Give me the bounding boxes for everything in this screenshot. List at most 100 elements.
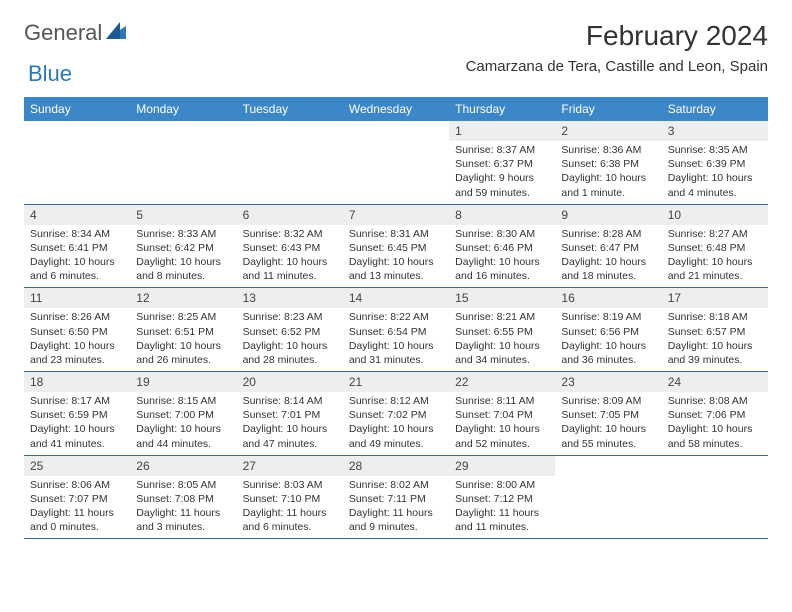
day-number: 11 <box>24 288 130 308</box>
day-body: Sunrise: 8:05 AMSunset: 7:08 PMDaylight:… <box>130 476 236 539</box>
day-number: 12 <box>130 288 236 308</box>
day-number: 18 <box>24 372 130 392</box>
month-title: February 2024 <box>466 20 768 52</box>
day-header: Thursday <box>449 97 555 121</box>
day-body: Sunrise: 8:36 AMSunset: 6:38 PMDaylight:… <box>555 141 661 204</box>
day-cell: 21Sunrise: 8:12 AMSunset: 7:02 PMDayligh… <box>343 372 449 455</box>
day-cell: 11Sunrise: 8:26 AMSunset: 6:50 PMDayligh… <box>24 288 130 371</box>
logo-text-blue: Blue <box>28 61 72 87</box>
calendar: SundayMondayTuesdayWednesdayThursdayFrid… <box>24 97 768 539</box>
day-body: Sunrise: 8:33 AMSunset: 6:42 PMDaylight:… <box>130 225 236 288</box>
week-row: 11Sunrise: 8:26 AMSunset: 6:50 PMDayligh… <box>24 288 768 372</box>
day-body: Sunrise: 8:27 AMSunset: 6:48 PMDaylight:… <box>662 225 768 288</box>
day-cell: 23Sunrise: 8:09 AMSunset: 7:05 PMDayligh… <box>555 372 661 455</box>
day-body: Sunrise: 8:00 AMSunset: 7:12 PMDaylight:… <box>449 476 555 539</box>
day-cell: 16Sunrise: 8:19 AMSunset: 6:56 PMDayligh… <box>555 288 661 371</box>
day-body: Sunrise: 8:02 AMSunset: 7:11 PMDaylight:… <box>343 476 449 539</box>
day-cell: 17Sunrise: 8:18 AMSunset: 6:57 PMDayligh… <box>662 288 768 371</box>
day-body: Sunrise: 8:22 AMSunset: 6:54 PMDaylight:… <box>343 308 449 371</box>
day-body: Sunrise: 8:08 AMSunset: 7:06 PMDaylight:… <box>662 392 768 455</box>
day-body: Sunrise: 8:35 AMSunset: 6:39 PMDaylight:… <box>662 141 768 204</box>
day-cell: 3Sunrise: 8:35 AMSunset: 6:39 PMDaylight… <box>662 121 768 204</box>
day-body: Sunrise: 8:25 AMSunset: 6:51 PMDaylight:… <box>130 308 236 371</box>
day-body: Sunrise: 8:26 AMSunset: 6:50 PMDaylight:… <box>24 308 130 371</box>
day-number: 21 <box>343 372 449 392</box>
week-row: 25Sunrise: 8:06 AMSunset: 7:07 PMDayligh… <box>24 456 768 540</box>
day-number: 29 <box>449 456 555 476</box>
day-number: 25 <box>24 456 130 476</box>
day-number: 27 <box>237 456 343 476</box>
day-cell: 8Sunrise: 8:30 AMSunset: 6:46 PMDaylight… <box>449 205 555 288</box>
day-body: Sunrise: 8:06 AMSunset: 7:07 PMDaylight:… <box>24 476 130 539</box>
day-cell: 6Sunrise: 8:32 AMSunset: 6:43 PMDaylight… <box>237 205 343 288</box>
day-number: 10 <box>662 205 768 225</box>
day-number: 15 <box>449 288 555 308</box>
day-number: 8 <box>449 205 555 225</box>
day-cell: 9Sunrise: 8:28 AMSunset: 6:47 PMDaylight… <box>555 205 661 288</box>
day-body: Sunrise: 8:34 AMSunset: 6:41 PMDaylight:… <box>24 225 130 288</box>
day-cell: .. <box>662 456 768 539</box>
week-row: 4Sunrise: 8:34 AMSunset: 6:41 PMDaylight… <box>24 205 768 289</box>
day-number: 16 <box>555 288 661 308</box>
day-number: 23 <box>555 372 661 392</box>
day-cell: 24Sunrise: 8:08 AMSunset: 7:06 PMDayligh… <box>662 372 768 455</box>
day-body: Sunrise: 8:19 AMSunset: 6:56 PMDaylight:… <box>555 308 661 371</box>
day-body: Sunrise: 8:17 AMSunset: 6:59 PMDaylight:… <box>24 392 130 455</box>
day-header: Friday <box>555 97 661 121</box>
day-body: Sunrise: 8:18 AMSunset: 6:57 PMDaylight:… <box>662 308 768 371</box>
day-number: 2 <box>555 121 661 141</box>
day-body: Sunrise: 8:30 AMSunset: 6:46 PMDaylight:… <box>449 225 555 288</box>
logo-text-general: General <box>24 20 102 46</box>
day-body: Sunrise: 8:28 AMSunset: 6:47 PMDaylight:… <box>555 225 661 288</box>
day-number: 13 <box>237 288 343 308</box>
day-header: Tuesday <box>237 97 343 121</box>
day-cell: 19Sunrise: 8:15 AMSunset: 7:00 PMDayligh… <box>130 372 236 455</box>
day-body: Sunrise: 8:23 AMSunset: 6:52 PMDaylight:… <box>237 308 343 371</box>
day-cell: 27Sunrise: 8:03 AMSunset: 7:10 PMDayligh… <box>237 456 343 539</box>
day-body: Sunrise: 8:32 AMSunset: 6:43 PMDaylight:… <box>237 225 343 288</box>
day-cell: 2Sunrise: 8:36 AMSunset: 6:38 PMDaylight… <box>555 121 661 204</box>
day-body: Sunrise: 8:09 AMSunset: 7:05 PMDaylight:… <box>555 392 661 455</box>
day-number: 17 <box>662 288 768 308</box>
day-number: 26 <box>130 456 236 476</box>
day-number: 1 <box>449 121 555 141</box>
day-number: 5 <box>130 205 236 225</box>
day-number: 7 <box>343 205 449 225</box>
day-number: 14 <box>343 288 449 308</box>
day-cell: 25Sunrise: 8:06 AMSunset: 7:07 PMDayligh… <box>24 456 130 539</box>
day-cell: 15Sunrise: 8:21 AMSunset: 6:55 PMDayligh… <box>449 288 555 371</box>
day-body: Sunrise: 8:03 AMSunset: 7:10 PMDaylight:… <box>237 476 343 539</box>
day-number: 19 <box>130 372 236 392</box>
day-cell: .. <box>343 121 449 204</box>
day-cell: 7Sunrise: 8:31 AMSunset: 6:45 PMDaylight… <box>343 205 449 288</box>
week-row: 18Sunrise: 8:17 AMSunset: 6:59 PMDayligh… <box>24 372 768 456</box>
day-number: 6 <box>237 205 343 225</box>
day-cell: 1Sunrise: 8:37 AMSunset: 6:37 PMDaylight… <box>449 121 555 204</box>
day-body: Sunrise: 8:14 AMSunset: 7:01 PMDaylight:… <box>237 392 343 455</box>
day-cell: 22Sunrise: 8:11 AMSunset: 7:04 PMDayligh… <box>449 372 555 455</box>
day-cell: .. <box>24 121 130 204</box>
day-number: 28 <box>343 456 449 476</box>
day-number: 4 <box>24 205 130 225</box>
location-text: Camarzana de Tera, Castille and Leon, Sp… <box>466 58 768 75</box>
day-header: Wednesday <box>343 97 449 121</box>
day-body: Sunrise: 8:11 AMSunset: 7:04 PMDaylight:… <box>449 392 555 455</box>
day-body: Sunrise: 8:37 AMSunset: 6:37 PMDaylight:… <box>449 141 555 204</box>
day-cell: 20Sunrise: 8:14 AMSunset: 7:01 PMDayligh… <box>237 372 343 455</box>
day-number: 3 <box>662 121 768 141</box>
day-body: Sunrise: 8:15 AMSunset: 7:00 PMDaylight:… <box>130 392 236 455</box>
day-header: Saturday <box>662 97 768 121</box>
logo: General <box>24 20 130 46</box>
day-number: 24 <box>662 372 768 392</box>
day-header: Sunday <box>24 97 130 121</box>
day-number: 22 <box>449 372 555 392</box>
day-cell: 13Sunrise: 8:23 AMSunset: 6:52 PMDayligh… <box>237 288 343 371</box>
day-body: Sunrise: 8:12 AMSunset: 7:02 PMDaylight:… <box>343 392 449 455</box>
day-cell: 5Sunrise: 8:33 AMSunset: 6:42 PMDaylight… <box>130 205 236 288</box>
day-cell: .. <box>555 456 661 539</box>
day-cell: 26Sunrise: 8:05 AMSunset: 7:08 PMDayligh… <box>130 456 236 539</box>
day-header: Monday <box>130 97 236 121</box>
day-cell: .. <box>130 121 236 204</box>
day-cell: 29Sunrise: 8:00 AMSunset: 7:12 PMDayligh… <box>449 456 555 539</box>
day-cell: .. <box>237 121 343 204</box>
